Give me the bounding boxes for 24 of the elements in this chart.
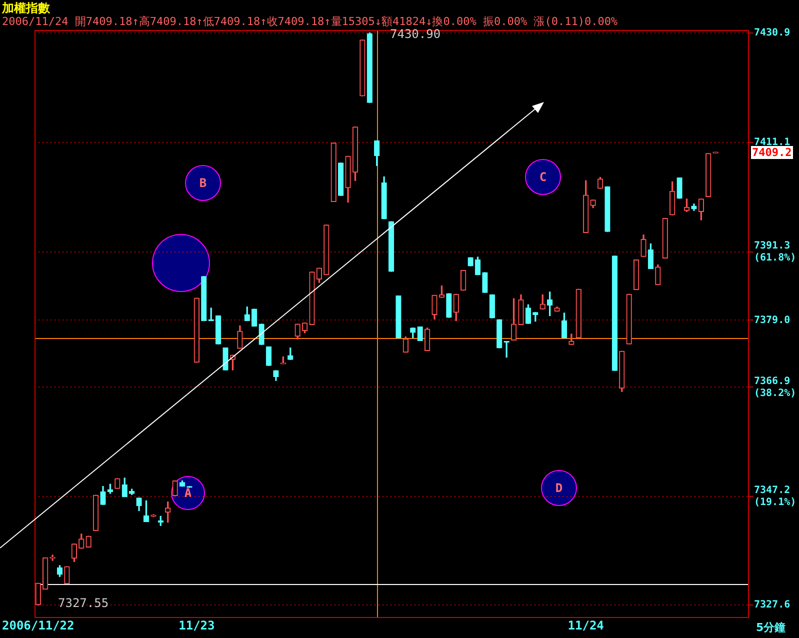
x-axis-title: 5分鐘 xyxy=(756,620,786,635)
annotation: B xyxy=(199,176,207,190)
y-tick-label: 7366.9 (38.2%) xyxy=(754,376,796,399)
circle-marker: A xyxy=(171,476,205,510)
y-tick-label: 7379.0 xyxy=(754,314,790,326)
y-tick-label: 7411.1 xyxy=(754,137,790,148)
annotation: A xyxy=(184,486,192,500)
annotation: 7327.55 xyxy=(58,596,109,610)
annotation: C xyxy=(539,170,547,184)
x-tick-label: 11/23 xyxy=(178,618,215,632)
chart-subtitle: 2006/11/24 開7409.18↑高7409.18↑低7409.18↑收7409.18↑量15305↓額41824↓換0.00% 振0.00% 漲(0.11)0.00% xyxy=(2,14,618,29)
annotation: D xyxy=(555,481,563,495)
x-tick-label: 2006/11/22 xyxy=(2,618,74,632)
annotation: 7430.90 xyxy=(390,26,441,41)
y-tick-label: 7347.2 (19.1%) xyxy=(754,484,796,508)
y-tick-label: 7391.3 (61.8%) xyxy=(754,240,796,264)
annotation: 7409.2 xyxy=(751,146,793,159)
circle-marker: D xyxy=(541,470,577,506)
y-tick-label: 7327.6 xyxy=(754,599,790,610)
circle-marker: C xyxy=(525,159,561,195)
x-tick-label: 11/24 xyxy=(568,618,604,632)
circle-marker: B xyxy=(185,165,221,201)
chart-title: 加權指數 xyxy=(2,0,50,16)
y-tick-label: 7430.9 xyxy=(754,27,790,38)
